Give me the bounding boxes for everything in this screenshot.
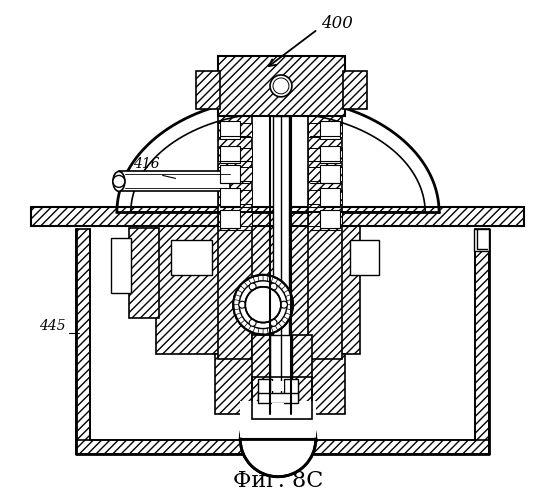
Bar [218, 56, 345, 116]
Wedge shape [271, 326, 278, 332]
Bar [350, 240, 380, 275]
Bar [252, 378, 312, 419]
Bar [308, 190, 342, 204]
Bar [308, 168, 342, 181]
Bar [220, 120, 240, 138]
Circle shape [249, 283, 256, 290]
Bar [156, 215, 360, 354]
Wedge shape [285, 294, 292, 300]
Bar [273, 116, 289, 394]
Bar [342, 71, 366, 109]
Bar [111, 238, 131, 293]
Bar [76, 229, 90, 454]
Circle shape [273, 78, 289, 94]
Wedge shape [263, 328, 268, 334]
Bar [76, 440, 489, 454]
Bar [218, 212, 252, 226]
Circle shape [245, 287, 281, 322]
Wedge shape [233, 300, 240, 304]
Bar [218, 116, 252, 360]
Wedge shape [258, 275, 263, 281]
Wedge shape [253, 327, 259, 334]
Bar [320, 166, 340, 184]
Wedge shape [235, 290, 243, 296]
Bar [196, 71, 220, 109]
Bar [320, 188, 340, 206]
Wedge shape [267, 276, 273, 282]
Bar [220, 166, 240, 184]
Circle shape [239, 281, 287, 328]
Bar [272, 403, 284, 413]
Bar [252, 334, 312, 404]
Bar [215, 354, 345, 414]
Wedge shape [244, 323, 251, 330]
Bar [90, 229, 475, 454]
Bar [270, 334, 292, 404]
Bar [308, 212, 342, 226]
Text: 445: 445 [39, 318, 66, 332]
Bar [272, 382, 284, 391]
Bar [258, 380, 272, 417]
Ellipse shape [113, 172, 125, 192]
Bar [477, 231, 487, 249]
Bar [240, 401, 316, 439]
Wedge shape [281, 286, 289, 293]
Bar [220, 146, 240, 164]
Bar [258, 393, 298, 403]
Text: Фиг. 8C: Фиг. 8C [233, 470, 323, 492]
Circle shape [113, 176, 125, 188]
Bar [218, 148, 252, 162]
Circle shape [233, 275, 293, 334]
Circle shape [239, 301, 246, 308]
Wedge shape [237, 316, 245, 324]
Bar [284, 380, 298, 417]
Wedge shape [234, 309, 241, 315]
Bar [320, 120, 340, 138]
Bar [474, 229, 489, 251]
Bar [308, 148, 342, 162]
Bar [129, 228, 159, 318]
Text: 416: 416 [133, 158, 159, 172]
Bar [119, 172, 230, 192]
Wedge shape [275, 279, 282, 286]
Bar [320, 210, 340, 228]
Bar [308, 122, 342, 136]
Bar [475, 229, 489, 454]
Bar [218, 190, 252, 204]
Wedge shape [279, 320, 286, 328]
Wedge shape [240, 282, 248, 290]
Polygon shape [131, 113, 425, 212]
Bar [320, 146, 340, 164]
Circle shape [270, 75, 292, 97]
Circle shape [249, 320, 256, 326]
Bar [218, 168, 252, 181]
Circle shape [280, 301, 287, 308]
Wedge shape [284, 313, 291, 320]
Bar [32, 207, 523, 226]
Bar [170, 240, 213, 275]
Wedge shape [286, 304, 293, 310]
Circle shape [270, 283, 277, 290]
Polygon shape [117, 98, 439, 212]
Wedge shape [248, 276, 255, 284]
Bar [220, 188, 240, 206]
Circle shape [270, 320, 277, 326]
Bar [220, 210, 240, 228]
Bar [218, 122, 252, 136]
Circle shape [240, 401, 316, 476]
Text: 400: 400 [321, 15, 352, 32]
Bar [308, 116, 342, 360]
